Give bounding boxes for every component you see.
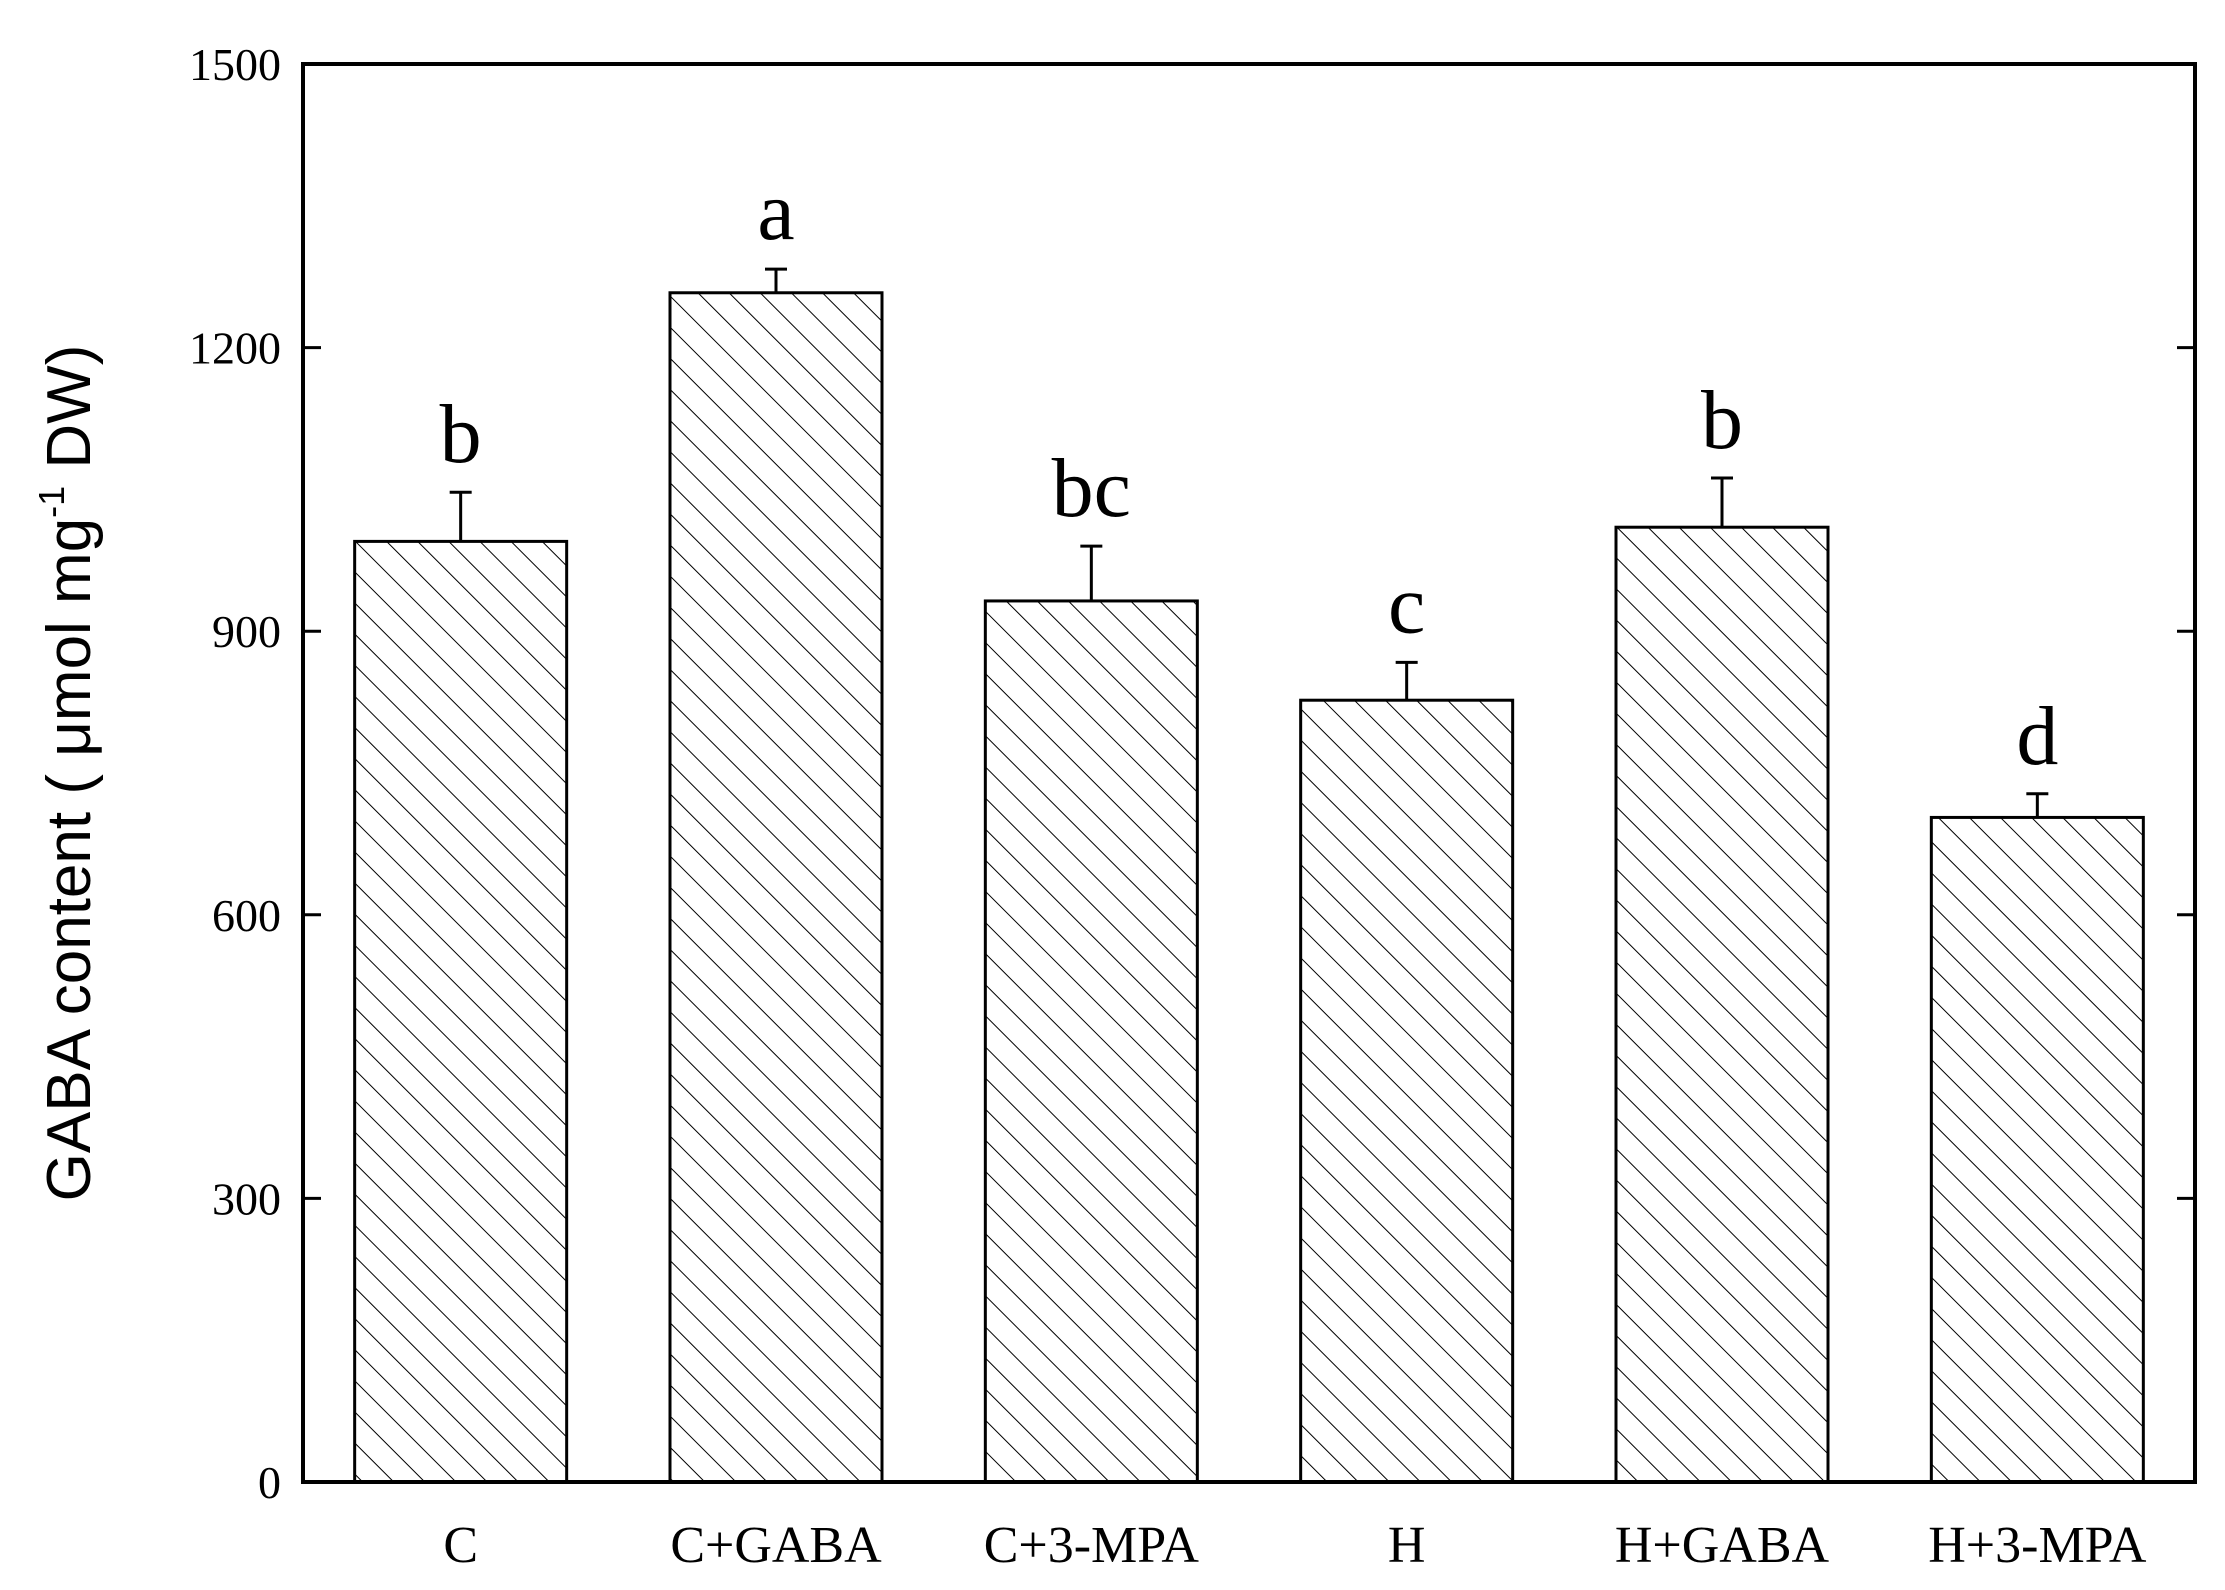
y-axis-title: GABA content ( μmol mg-1 DW) bbox=[31, 345, 104, 1202]
y-axis-title-main: GABA content ( μmol mg bbox=[35, 518, 104, 1202]
bar bbox=[353, 539, 569, 1484]
y-tick-label: 300 bbox=[212, 1173, 281, 1224]
bar bbox=[1929, 815, 2145, 1484]
significance-letter: d bbox=[2016, 690, 2058, 783]
x-category-label: H+3-MPA bbox=[1928, 1517, 2147, 1574]
significance-letter: b bbox=[440, 388, 482, 481]
x-category-label: C+GABA bbox=[670, 1517, 882, 1574]
y-tick-label: 0 bbox=[258, 1457, 281, 1508]
y-tick-label: 1200 bbox=[189, 323, 281, 374]
y-ticks-layer bbox=[303, 62, 2195, 1484]
bar bbox=[983, 599, 1199, 1484]
x-category-label: H+GABA bbox=[1615, 1517, 1830, 1574]
bar bbox=[668, 291, 884, 1484]
y-tick-label: 600 bbox=[212, 890, 281, 941]
y-tick-label: 1500 bbox=[189, 39, 281, 90]
bar bbox=[1299, 698, 1515, 1484]
y-tick-label: 900 bbox=[212, 606, 281, 657]
y-axis-title-tail: DW) bbox=[35, 345, 104, 486]
x-category-label: C+3-MPA bbox=[984, 1517, 1200, 1574]
bars-layer bbox=[353, 267, 2145, 1484]
bar bbox=[1614, 525, 1830, 1484]
labels-layer: 0 300 600 900 1200 1500 b Ca C+GABA bc C+3-MPA c Hb H… bbox=[189, 39, 2147, 1574]
x-category-label: H bbox=[1388, 1517, 1426, 1574]
y-axis-title-superscript: -1 bbox=[31, 486, 72, 518]
significance-letter: c bbox=[1388, 558, 1425, 651]
significance-letter: bc bbox=[1052, 442, 1131, 535]
plot-frame bbox=[301, 62, 2197, 1484]
significance-letter: b bbox=[1701, 374, 1743, 467]
x-category-label: C bbox=[443, 1517, 478, 1574]
significance-letter: a bbox=[757, 165, 794, 258]
